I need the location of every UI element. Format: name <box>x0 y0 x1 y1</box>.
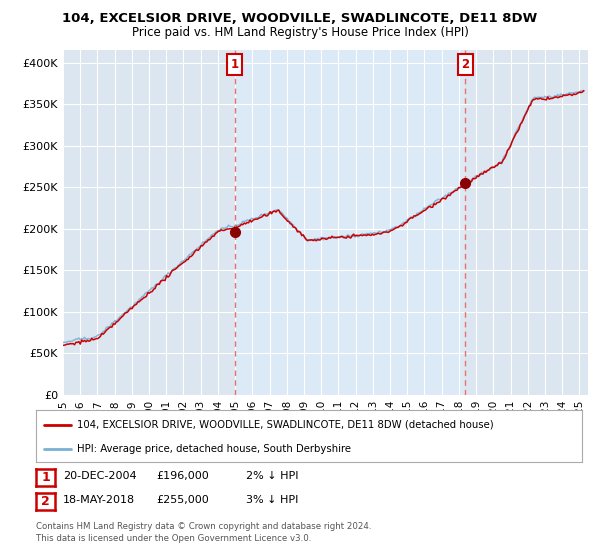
Text: 3% ↓ HPI: 3% ↓ HPI <box>246 495 298 505</box>
Text: HPI: Average price, detached house, South Derbyshire: HPI: Average price, detached house, Sout… <box>77 444 351 454</box>
Text: 2: 2 <box>461 58 470 71</box>
Bar <box>235 50 466 395</box>
Text: 1: 1 <box>230 58 239 71</box>
Text: 1: 1 <box>41 470 50 484</box>
Text: 20-DEC-2004: 20-DEC-2004 <box>63 471 137 481</box>
Text: £196,000: £196,000 <box>156 471 209 481</box>
Text: 104, EXCELSIOR DRIVE, WOODVILLE, SWADLINCOTE, DE11 8DW (detached house): 104, EXCELSIOR DRIVE, WOODVILLE, SWADLIN… <box>77 420 494 430</box>
Text: £255,000: £255,000 <box>156 495 209 505</box>
Text: Price paid vs. HM Land Registry's House Price Index (HPI): Price paid vs. HM Land Registry's House … <box>131 26 469 39</box>
Text: 2: 2 <box>41 494 50 508</box>
Text: 104, EXCELSIOR DRIVE, WOODVILLE, SWADLINCOTE, DE11 8DW: 104, EXCELSIOR DRIVE, WOODVILLE, SWADLIN… <box>62 12 538 25</box>
Text: 2% ↓ HPI: 2% ↓ HPI <box>246 471 299 481</box>
Text: Contains HM Land Registry data © Crown copyright and database right 2024.
This d: Contains HM Land Registry data © Crown c… <box>36 522 371 543</box>
Text: 18-MAY-2018: 18-MAY-2018 <box>63 495 135 505</box>
